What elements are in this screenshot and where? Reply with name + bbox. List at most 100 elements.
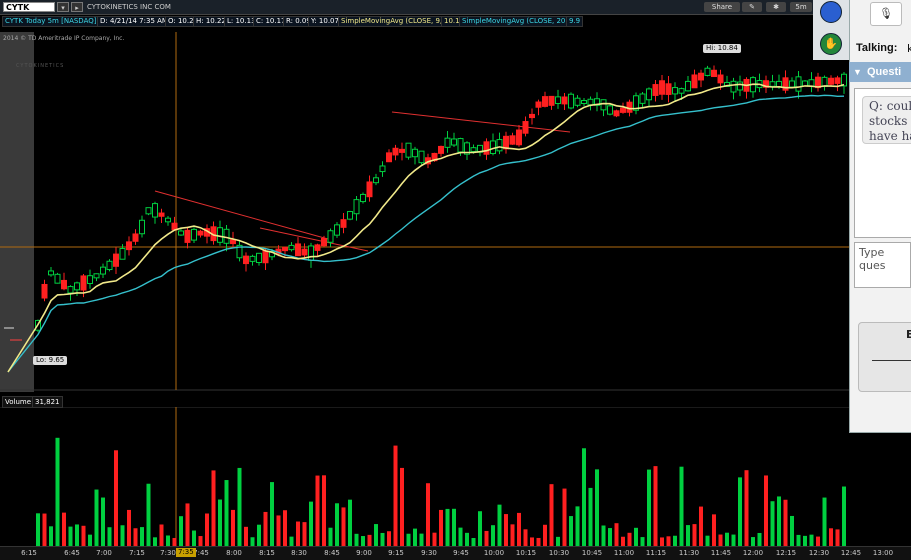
questions-header[interactable]: ▼ Questi — [849, 62, 911, 82]
candle-body — [132, 233, 139, 242]
volume-bar — [114, 450, 118, 546]
time-tick: 10:45 — [581, 549, 603, 557]
volume-bar — [647, 469, 651, 546]
study-info-bar: CYTK Today 5m [NASDAQ] D: 4/21/14 7:35 A… — [0, 16, 911, 28]
candle-body — [620, 107, 626, 113]
candle-body — [93, 273, 100, 279]
volume-bar — [452, 508, 456, 546]
time-tick: 11:15 — [645, 549, 667, 557]
candle-body — [555, 96, 561, 105]
candle-body — [828, 77, 834, 85]
volume-bar — [153, 537, 157, 546]
candle-body — [61, 279, 67, 290]
time-tick: 11:30 — [678, 549, 700, 557]
trendline-3[interactable] — [391, 111, 571, 133]
time-tick: 7:15 — [129, 549, 145, 557]
question-line: Q: coul — [869, 99, 911, 113]
symbol-input[interactable]: CYTK — [3, 2, 55, 12]
volume-bar — [335, 503, 339, 546]
watermark-text: CYTOKINETICS — [16, 63, 65, 69]
volume-bars — [36, 437, 846, 546]
price-chart[interactable] — [0, 32, 849, 392]
candle-body — [80, 275, 87, 291]
talking-label: Talking: — [856, 42, 898, 54]
time-tick: 12:30 — [808, 549, 830, 557]
send-button[interactable] — [858, 322, 911, 392]
candle-body — [769, 81, 776, 87]
time-tick: 7:45 — [193, 549, 209, 557]
screen-share-icon[interactable] — [820, 1, 842, 23]
volume-bar — [166, 535, 170, 546]
candle-body — [184, 229, 191, 243]
volume-bar — [36, 513, 40, 546]
volume-bar — [673, 535, 677, 546]
candle-body — [301, 248, 308, 256]
candle-body — [262, 250, 269, 264]
candle-body — [412, 148, 418, 158]
copyright-text: 2014 © TD Ameritrade IP Company, Inc. — [3, 35, 125, 42]
trendline-1[interactable] — [154, 190, 329, 240]
candle-body — [834, 77, 841, 84]
volume-bar — [289, 536, 294, 546]
volume-bar — [374, 524, 378, 546]
candle-body — [672, 87, 678, 95]
drawing-tools-icon[interactable]: ✎ — [742, 2, 762, 12]
candle-body — [470, 147, 477, 152]
volume-bar — [367, 534, 372, 546]
candle-body — [639, 93, 646, 104]
symbol-lookup-icon[interactable]: ▸ — [71, 2, 83, 12]
candle-body — [100, 266, 106, 275]
microphone-icon[interactable]: 🎙 — [870, 2, 902, 26]
volume-bar — [49, 526, 53, 546]
collapse-arrow-icon[interactable]: ▼ — [853, 67, 862, 77]
volume-bar — [575, 506, 580, 546]
candle-body — [704, 67, 711, 76]
time-tick: 9:15 — [388, 549, 404, 557]
share-button[interactable]: Share — [704, 2, 740, 12]
volume-bar — [478, 511, 482, 546]
candle-body — [457, 138, 464, 153]
volume-bar — [484, 530, 489, 546]
volume-bar — [712, 514, 716, 546]
talking-value: k — [907, 42, 911, 55]
volume-bar — [205, 513, 209, 546]
candle-body — [711, 69, 717, 78]
trendline-2[interactable] — [259, 227, 369, 252]
candle-body — [535, 101, 542, 108]
candle-body — [197, 230, 204, 236]
volume-bar — [432, 532, 437, 546]
time-tick: 9:00 — [356, 549, 372, 557]
volume-bar — [510, 524, 515, 546]
candle-body — [490, 140, 496, 155]
raise-hand-icon[interactable]: ✋ — [820, 33, 842, 55]
volume-bar — [406, 533, 411, 546]
volume-bar — [491, 525, 495, 546]
volume-bar — [361, 536, 365, 546]
candle-body — [613, 110, 620, 117]
candle-body — [87, 275, 93, 285]
candle-body — [659, 80, 665, 95]
sma20-label: SimpleMovingAvg (CLOSE, 20, 0) — [459, 16, 581, 27]
candle-body — [594, 98, 600, 106]
volume-bar — [738, 477, 742, 546]
volume-bar — [127, 509, 131, 546]
company-name: CYTOKINETICS INC COM — [87, 3, 171, 11]
question-input[interactable]: Type ques — [854, 242, 911, 288]
candle-body — [249, 255, 256, 262]
candle-body — [678, 88, 685, 94]
candle-body — [48, 270, 54, 276]
candle-body — [821, 76, 828, 87]
volume-chart[interactable] — [0, 407, 849, 546]
symbol-dropdown-icon[interactable]: ▾ — [57, 2, 69, 12]
volume-bar — [309, 501, 313, 546]
settings-icon[interactable]: ✱ — [766, 2, 786, 12]
candle-body — [418, 150, 425, 164]
volume-bar — [744, 470, 749, 546]
volume-bar — [62, 512, 66, 546]
time-tick: 6:45 — [64, 549, 80, 557]
volume-bar — [263, 511, 268, 546]
volume-bar — [627, 532, 632, 546]
timeframe-button[interactable]: 5m — [790, 2, 812, 12]
sma9-line — [7, 83, 845, 373]
volume-bar — [783, 499, 788, 546]
